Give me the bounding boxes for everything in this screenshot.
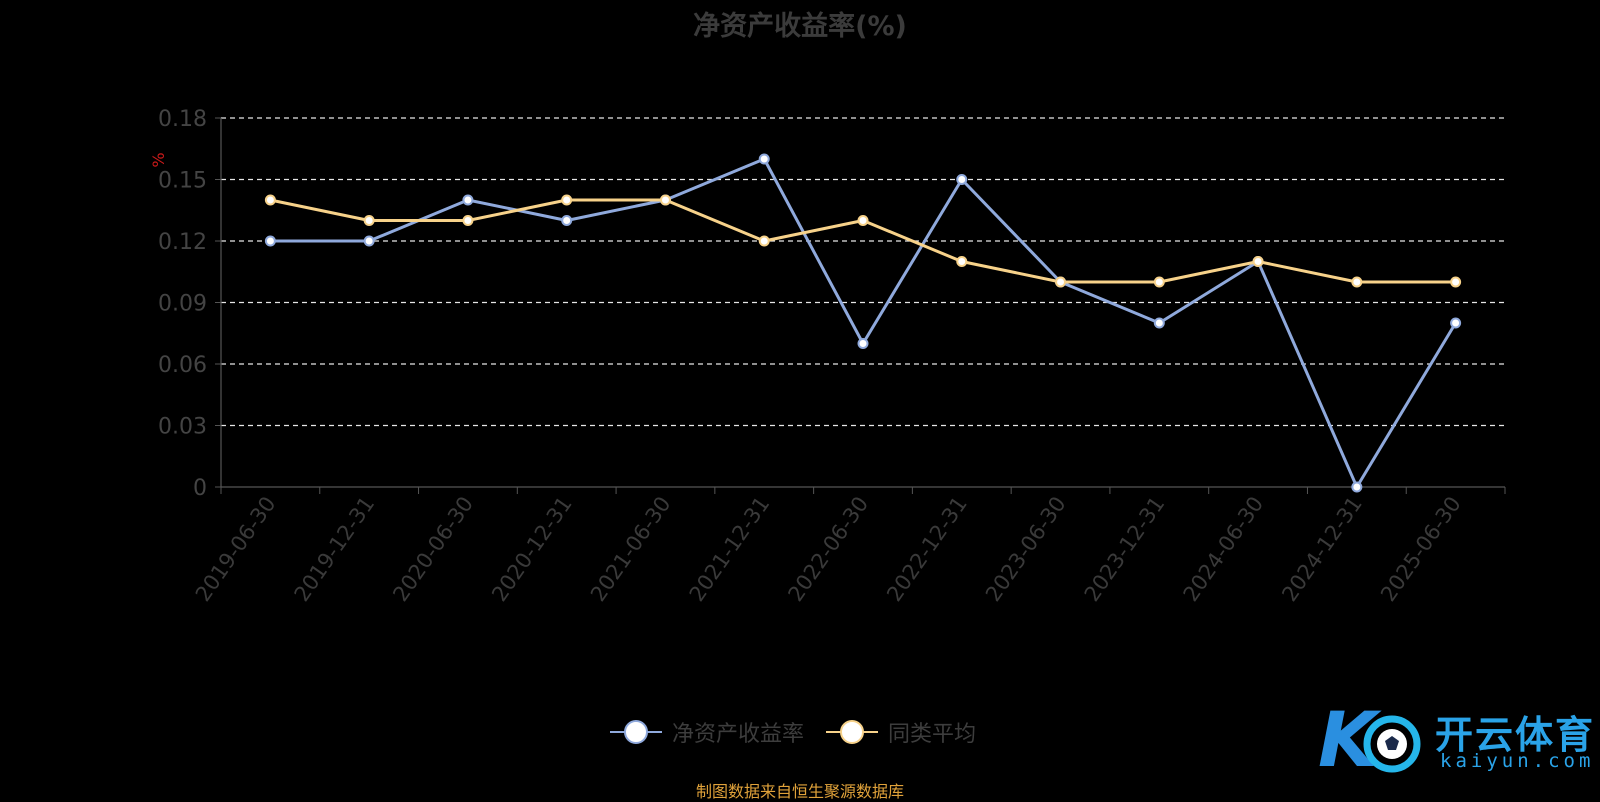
x-tick-label-6: 2022-06-30 xyxy=(783,492,873,606)
soccer-ball-icon: K xyxy=(1318,695,1421,784)
series-0-point-5 xyxy=(758,153,770,165)
x-tick-label-12: 2025-06-30 xyxy=(1376,492,1466,606)
series-1-point-9 xyxy=(1153,276,1165,288)
legend-item-roe[interactable]: 净资产收益率 xyxy=(610,716,804,748)
x-tick-label-2: 2020-06-30 xyxy=(388,492,478,606)
legend-swatch-peer-average xyxy=(826,720,879,744)
y-tick-label-2: 0.06 xyxy=(158,353,207,378)
watermark-logo: K 开云体育 kaiyun.com xyxy=(1310,695,1600,784)
series-1-point-12 xyxy=(1450,276,1462,288)
series-1-point-3 xyxy=(561,194,573,206)
series-0-point-12 xyxy=(1450,317,1462,329)
series-1-point-8 xyxy=(1055,276,1067,288)
series-0-point-9 xyxy=(1153,317,1165,329)
data-source-note: 制图数据来自恒生聚源数据库 xyxy=(695,782,904,801)
series-1-point-10 xyxy=(1252,256,1264,267)
series-1-point-7 xyxy=(956,256,968,267)
chart-legend: 净资产收益率 同类平均 xyxy=(610,716,976,748)
y-axis-label: % xyxy=(149,152,168,167)
x-tick-label-8: 2023-06-30 xyxy=(981,492,1071,606)
x-tick-label-0: 2019-06-30 xyxy=(191,492,281,606)
series-1-point-5 xyxy=(758,235,770,247)
legend-swatch-roe xyxy=(610,720,662,744)
legend-item-peer-average[interactable]: 同类平均 xyxy=(826,716,976,748)
y-tick-label-5: 0.15 xyxy=(158,169,207,194)
legend-label-peer-average: 同类平均 xyxy=(888,722,977,747)
watermark-text: 开云体育 xyxy=(1435,713,1596,757)
series-1-point-0 xyxy=(264,194,276,206)
series-0-point-0 xyxy=(264,235,276,247)
svg-text:K: K xyxy=(1318,700,1382,780)
series-0-point-1 xyxy=(363,235,375,247)
y-tick-label-0: 0 xyxy=(193,476,207,501)
series-0-point-11 xyxy=(1351,481,1363,493)
series-1-point-1 xyxy=(363,215,375,226)
watermark-subtext: kaiyun.com xyxy=(1440,750,1595,772)
y-tick-label-4: 0.12 xyxy=(158,230,207,255)
series-line-0 xyxy=(270,157,1457,489)
x-tick-label-1: 2019-12-31 xyxy=(290,492,380,606)
series-1-point-6 xyxy=(857,215,869,226)
series-1-point-4 xyxy=(659,194,671,206)
x-tick-label-4: 2021-06-30 xyxy=(586,492,676,606)
x-tick-label-11: 2024-12-31 xyxy=(1277,492,1367,606)
x-tick-label-10: 2024-06-30 xyxy=(1179,492,1269,606)
x-tick-label-7: 2022-12-31 xyxy=(882,492,972,606)
x-tick-label-3: 2020-12-31 xyxy=(487,492,577,606)
series-0-point-7 xyxy=(956,174,968,185)
legend-label-roe: 净资产收益率 xyxy=(672,722,805,747)
series-0-point-6 xyxy=(857,338,869,349)
y-tick-label-6: 0.18 xyxy=(158,107,207,132)
series-1-point-2 xyxy=(462,215,474,226)
series-0-point-3 xyxy=(561,215,573,226)
series-1-point-11 xyxy=(1351,276,1363,288)
series-0-point-2 xyxy=(462,194,474,206)
y-tick-label-1: 0.03 xyxy=(158,415,207,440)
x-tick-label-9: 2023-12-31 xyxy=(1080,492,1170,606)
chart-title: 净资产收益率(%) xyxy=(693,11,907,42)
x-tick-label-5: 2021-12-31 xyxy=(685,492,775,606)
y-tick-label-3: 0.09 xyxy=(158,292,207,317)
